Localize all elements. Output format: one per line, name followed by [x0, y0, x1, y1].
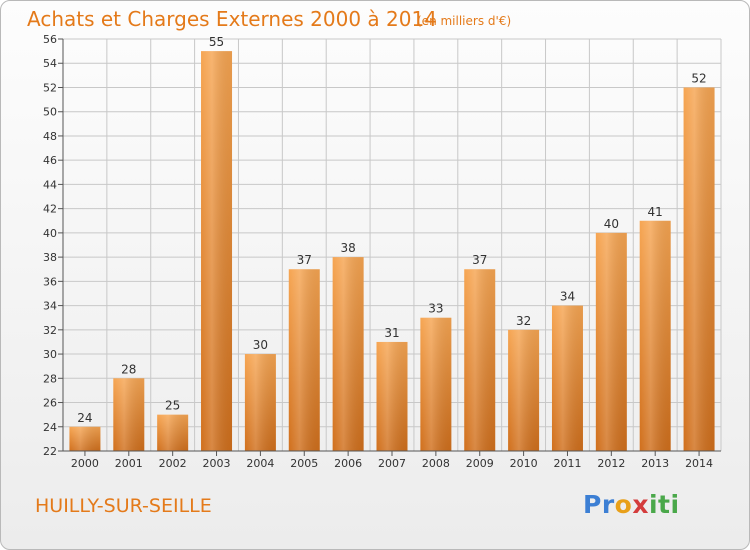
y-tick-label: 42	[43, 203, 57, 216]
data-label: 37	[297, 253, 312, 267]
x-tick-label: 2013	[641, 457, 669, 470]
x-tick-label: 2009	[466, 457, 494, 470]
y-tick-label: 50	[43, 106, 57, 119]
data-label: 32	[516, 314, 531, 328]
x-tick-label: 2001	[115, 457, 143, 470]
y-tick-label: 30	[43, 348, 57, 361]
axes: 22 24 26 28 30 32 34 36 38 40 42 44 46 48 50 52 54 56 2000…	[43, 33, 721, 470]
data-label: 55	[209, 35, 224, 49]
x-tick-label: 2003	[203, 457, 231, 470]
bar-shine	[551, 305, 583, 451]
x-tick-label: 2006	[334, 457, 362, 470]
y-tick-label: 46	[43, 154, 57, 167]
x-tick-label: 2010	[510, 457, 538, 470]
data-label: 28	[121, 362, 136, 376]
bar-shine	[157, 414, 189, 451]
data-label: 52	[691, 71, 706, 85]
x-tick-label: 2008	[422, 457, 450, 470]
bar-shine	[113, 378, 145, 451]
bar-shine	[288, 269, 320, 451]
x-tick-label: 2007	[378, 457, 406, 470]
data-label: 34	[560, 290, 575, 304]
y-tick-label: 52	[43, 81, 57, 94]
data-label: 31	[384, 326, 399, 340]
data-label: 37	[472, 253, 487, 267]
y-tick-label: 40	[43, 227, 57, 240]
x-tick-label: 2005	[290, 457, 318, 470]
y-tick-label: 38	[43, 251, 57, 264]
y-tick-label: 28	[43, 372, 57, 385]
data-label: 24	[77, 411, 92, 425]
bar-shine	[595, 232, 627, 451]
x-tick-label: 2000	[71, 457, 99, 470]
bars	[69, 51, 715, 452]
chart-unit: (en milliers d'€)	[417, 14, 512, 28]
bar-shine	[420, 317, 452, 451]
x-tick-label: 2014	[685, 457, 713, 470]
data-label: 41	[648, 205, 663, 219]
x-tick-label: 2011	[553, 457, 581, 470]
y-tick-label: 44	[43, 178, 57, 191]
x-tick-label: 2004	[246, 457, 274, 470]
y-tick-label: 48	[43, 130, 57, 143]
bar-shine	[683, 87, 715, 452]
x-tick-label: 2002	[159, 457, 187, 470]
data-label: 40	[604, 217, 619, 231]
data-label: 33	[428, 302, 443, 316]
y-tick-label: 22	[43, 445, 57, 458]
commune-name: HUILLY-SUR-SEILLE	[35, 495, 212, 517]
y-tick-label: 56	[43, 33, 57, 46]
data-label: 30	[253, 338, 268, 352]
y-tick-label: 54	[43, 57, 57, 70]
bar-shine	[201, 51, 233, 451]
data-label: 38	[340, 241, 355, 255]
y-tick-label: 26	[43, 397, 57, 410]
data-label: 25	[165, 399, 180, 413]
y-tick-label: 34	[43, 300, 57, 313]
bar-shine	[376, 341, 408, 451]
x-tick-label: 2012	[597, 457, 625, 470]
chart-title: Achats et Charges Externes 2000 à 2014	[27, 7, 437, 31]
bar-shine	[639, 220, 671, 451]
bar-shine	[464, 269, 496, 451]
bar-shine	[244, 354, 276, 451]
y-tick-label: 32	[43, 324, 57, 337]
data-labels: 24 28 25 55 30 37 38 31 33 37 32 34 40 41 52	[77, 35, 706, 425]
bar-shine	[508, 329, 540, 451]
bar-shine	[69, 426, 101, 451]
y-tick-label: 36	[43, 275, 57, 288]
proxiti-logo[interactable]: Proxiti	[583, 490, 680, 519]
bar-shine	[332, 257, 364, 451]
y-tick-label: 24	[43, 421, 57, 434]
